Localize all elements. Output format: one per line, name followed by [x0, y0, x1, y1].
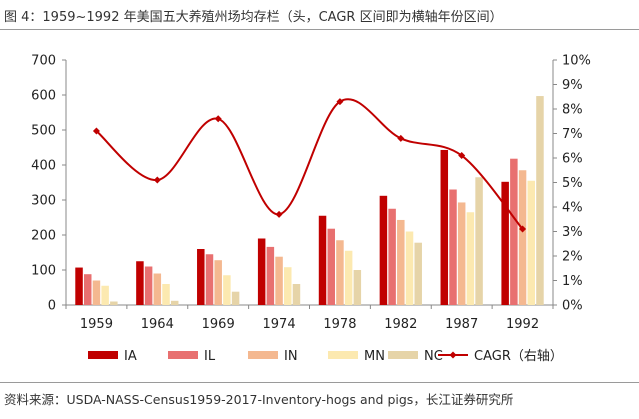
bar-ia: [440, 149, 449, 305]
bar-nc: [353, 270, 362, 305]
y-right-tick-label: 5%: [562, 176, 583, 191]
y-left-tick-label: 300: [31, 194, 56, 209]
bar-ia: [501, 181, 509, 305]
y-right-tick-label: 10%: [562, 54, 591, 69]
y-left-tick-label: 100: [31, 264, 56, 279]
cagr-line: [95, 98, 524, 230]
legend-marker-cagr: [449, 351, 457, 359]
bar-il: [510, 158, 518, 305]
cagr-marker: [519, 225, 527, 233]
bar-mn: [284, 267, 292, 305]
x-tick-label: 1964: [141, 317, 174, 332]
cagr-marker: [336, 98, 344, 106]
cagr-marker: [92, 127, 100, 135]
bar-il: [144, 266, 153, 305]
bar-nc: [292, 284, 301, 305]
bar-ia: [379, 195, 388, 305]
legend-label-nc: NC: [424, 349, 443, 364]
legend-label-mn: MN: [364, 349, 385, 364]
chart-title: 图 4：1959~1992 年美国五大养殖州场均存栏（头，CAGR 区间即为横轴…: [4, 10, 503, 25]
bar-ia: [75, 267, 83, 305]
bar-il: [327, 228, 335, 305]
bar-mn: [344, 250, 353, 305]
x-tick-label: 1969: [202, 317, 235, 332]
x-tick-label: 1987: [445, 317, 478, 332]
bar-ia: [136, 261, 144, 305]
bar-in: [336, 240, 344, 305]
bar-nc: [231, 291, 240, 305]
y-right-tick-label: 4%: [562, 201, 583, 216]
x-tick-label: 1982: [384, 317, 417, 332]
bar-nc: [170, 300, 179, 305]
bar-mn: [223, 275, 231, 305]
bar-il: [266, 246, 275, 305]
bar-ia: [257, 238, 266, 305]
y-left-tick-label: 200: [31, 229, 56, 244]
y-right-tick-label: 3%: [562, 225, 583, 240]
y-right-tick-label: 8%: [562, 103, 583, 118]
bar-in: [397, 219, 405, 305]
legend-label-ia: IA: [124, 349, 137, 364]
title-divider: [0, 29, 639, 30]
y-left-tick-label: 600: [31, 89, 56, 104]
y-right-tick-label: 6%: [562, 152, 583, 167]
bar-in: [92, 280, 101, 305]
cagr-marker: [275, 210, 283, 218]
bar-mn: [162, 284, 170, 305]
y-right-tick-label: 2%: [562, 250, 583, 265]
bar-mn: [527, 180, 536, 305]
bar-mn: [466, 212, 475, 305]
x-tick-label: 1974: [263, 317, 296, 332]
bar-ia: [318, 215, 327, 305]
bar-in: [518, 170, 527, 305]
legend-swatch-nc: [388, 351, 418, 359]
x-tick-label: 1959: [80, 317, 113, 332]
legend-label-il: IL: [204, 349, 216, 364]
source-note: 资料来源：USDA-NASS-Census1959-2017-Inventory…: [4, 392, 514, 407]
legend-swatch-il: [168, 351, 198, 359]
y-left-tick-label: 700: [31, 54, 56, 69]
bar-mn: [101, 285, 109, 305]
legend-swatch-in: [248, 351, 278, 359]
bar-in: [275, 256, 283, 305]
cagr-marker: [153, 176, 161, 184]
legend-swatch-mn: [328, 351, 358, 359]
bar-nc: [536, 96, 544, 305]
bar-nc: [475, 177, 483, 305]
cagr-marker: [214, 115, 222, 123]
cagr-marker: [397, 134, 405, 142]
bar-nc: [414, 242, 422, 305]
y-right-tick-label: 7%: [562, 127, 583, 142]
source-divider: [0, 382, 639, 383]
x-tick-label: 1992: [506, 317, 539, 332]
bar-nc: [110, 301, 118, 305]
bar-il: [449, 189, 457, 305]
bar-il: [83, 274, 92, 305]
y-right-tick-label: 0%: [562, 299, 583, 314]
y-left-tick-label: 500: [31, 124, 56, 139]
legend-swatch-ia: [88, 351, 118, 359]
cagr-marker: [458, 152, 466, 160]
bar-il: [388, 208, 396, 305]
bar-in: [214, 260, 222, 305]
y-left-tick-label: 0: [48, 299, 56, 314]
bar-ia: [197, 249, 205, 305]
y-right-tick-label: 9%: [562, 78, 583, 93]
y-left-tick-label: 400: [31, 159, 56, 174]
bar-in: [153, 273, 162, 305]
bar-in: [457, 202, 466, 305]
y-right-tick-label: 1%: [562, 274, 583, 289]
legend-label-cagr: CAGR（右轴）: [474, 349, 563, 364]
legend-label-in: IN: [284, 349, 298, 364]
bar-il: [205, 254, 214, 305]
bar-mn: [405, 231, 414, 305]
x-tick-label: 1978: [323, 317, 356, 332]
